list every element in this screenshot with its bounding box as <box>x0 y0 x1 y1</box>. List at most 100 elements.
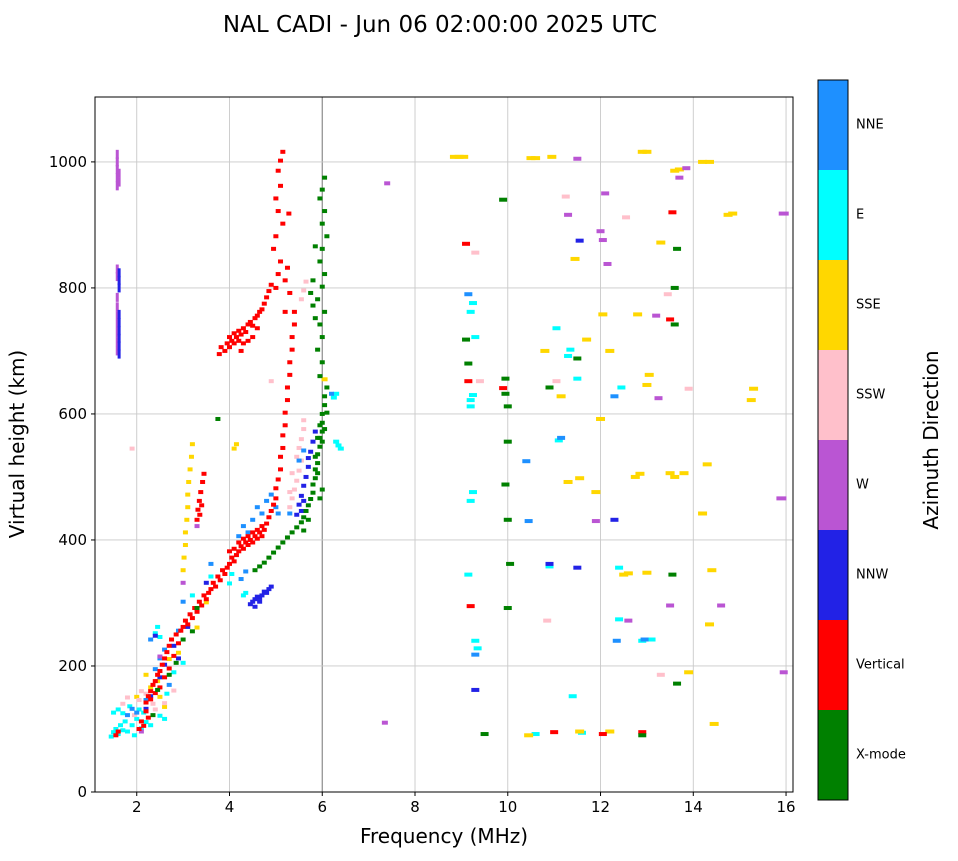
data-point <box>317 423 323 428</box>
data-point <box>275 511 281 516</box>
data-point <box>312 476 318 481</box>
series-NNW <box>117 238 619 711</box>
data-point <box>635 471 645 476</box>
data-point <box>238 348 244 353</box>
data-point <box>503 404 512 409</box>
data-point <box>245 534 251 539</box>
data-point <box>152 691 158 696</box>
data-point <box>543 618 552 623</box>
data-point <box>303 508 309 513</box>
data-point <box>705 622 715 627</box>
data-point <box>189 629 195 634</box>
data-point <box>684 670 694 675</box>
data-point <box>466 604 475 609</box>
data-point <box>229 555 235 560</box>
data-point <box>303 279 309 284</box>
data-point <box>124 695 130 700</box>
data-point <box>226 581 232 586</box>
data-point <box>573 156 582 161</box>
colorbar-category-label: SSW <box>856 388 886 403</box>
colorbar-segment-SSE <box>818 260 848 350</box>
data-point <box>259 511 265 516</box>
y-tick-label: 1000 <box>49 153 87 171</box>
data-point <box>317 444 323 449</box>
data-point <box>333 439 340 444</box>
data-point <box>319 411 325 416</box>
data-point <box>471 335 480 340</box>
data-point <box>171 670 177 675</box>
data-point <box>466 309 475 314</box>
data-point <box>475 379 484 384</box>
data-point <box>557 435 566 440</box>
data-point <box>117 333 121 343</box>
data-point <box>615 617 624 622</box>
data-point <box>301 448 307 453</box>
data-point <box>619 572 629 577</box>
data-point <box>319 439 325 444</box>
data-point <box>310 278 316 283</box>
data-point <box>674 167 684 172</box>
data-point <box>547 154 557 159</box>
data-point <box>138 689 144 694</box>
data-point <box>254 505 260 510</box>
data-point <box>252 597 258 602</box>
data-point <box>143 709 149 714</box>
data-point <box>143 672 149 677</box>
data-point <box>264 498 270 503</box>
data-point <box>157 669 163 674</box>
series-W <box>115 149 789 734</box>
data-point <box>187 612 193 617</box>
data-point <box>552 379 561 384</box>
data-point <box>319 221 325 226</box>
data-point <box>561 194 570 199</box>
series-Vertical <box>113 149 677 738</box>
data-point <box>315 461 321 466</box>
data-point <box>206 590 212 595</box>
data-point <box>229 338 235 343</box>
data-point <box>284 398 290 403</box>
data-point <box>268 508 274 513</box>
data-point <box>301 528 307 533</box>
data-point <box>723 212 733 217</box>
data-point <box>115 328 119 338</box>
data-point <box>264 295 270 300</box>
data-point <box>298 297 304 302</box>
data-point <box>238 544 244 549</box>
data-point <box>185 505 191 510</box>
data-point <box>134 716 140 721</box>
data-point <box>522 459 531 464</box>
colorbar-segment-NNW <box>818 530 848 620</box>
data-point <box>312 244 318 249</box>
data-point <box>275 272 281 277</box>
data-point <box>240 524 246 529</box>
data-point <box>322 309 328 314</box>
data-point <box>698 511 708 516</box>
data-point <box>157 713 163 718</box>
data-point <box>563 479 573 484</box>
data-point <box>252 604 258 609</box>
data-point <box>652 313 661 318</box>
tick-layer: 2 4 6 8 10 12 14 16 0 200 400 600 800 1000 <box>49 153 796 816</box>
data-point <box>259 307 265 312</box>
data-point <box>642 149 652 154</box>
data-point <box>254 536 260 541</box>
data-point <box>466 498 475 503</box>
data-point <box>115 149 119 159</box>
data-point <box>668 572 677 577</box>
data-point <box>129 723 135 728</box>
data-point <box>315 471 321 476</box>
data-point <box>164 691 170 696</box>
data-point <box>148 697 154 702</box>
data-point <box>275 209 281 214</box>
data-point <box>245 530 251 535</box>
data-point <box>312 467 318 472</box>
data-point <box>471 687 480 692</box>
data-point <box>610 394 619 399</box>
data-point <box>180 637 186 642</box>
data-point <box>259 593 265 598</box>
data-point <box>171 688 177 693</box>
data-point <box>670 474 680 479</box>
data-point <box>291 309 297 314</box>
data-point <box>194 524 200 529</box>
data-point <box>113 733 119 738</box>
